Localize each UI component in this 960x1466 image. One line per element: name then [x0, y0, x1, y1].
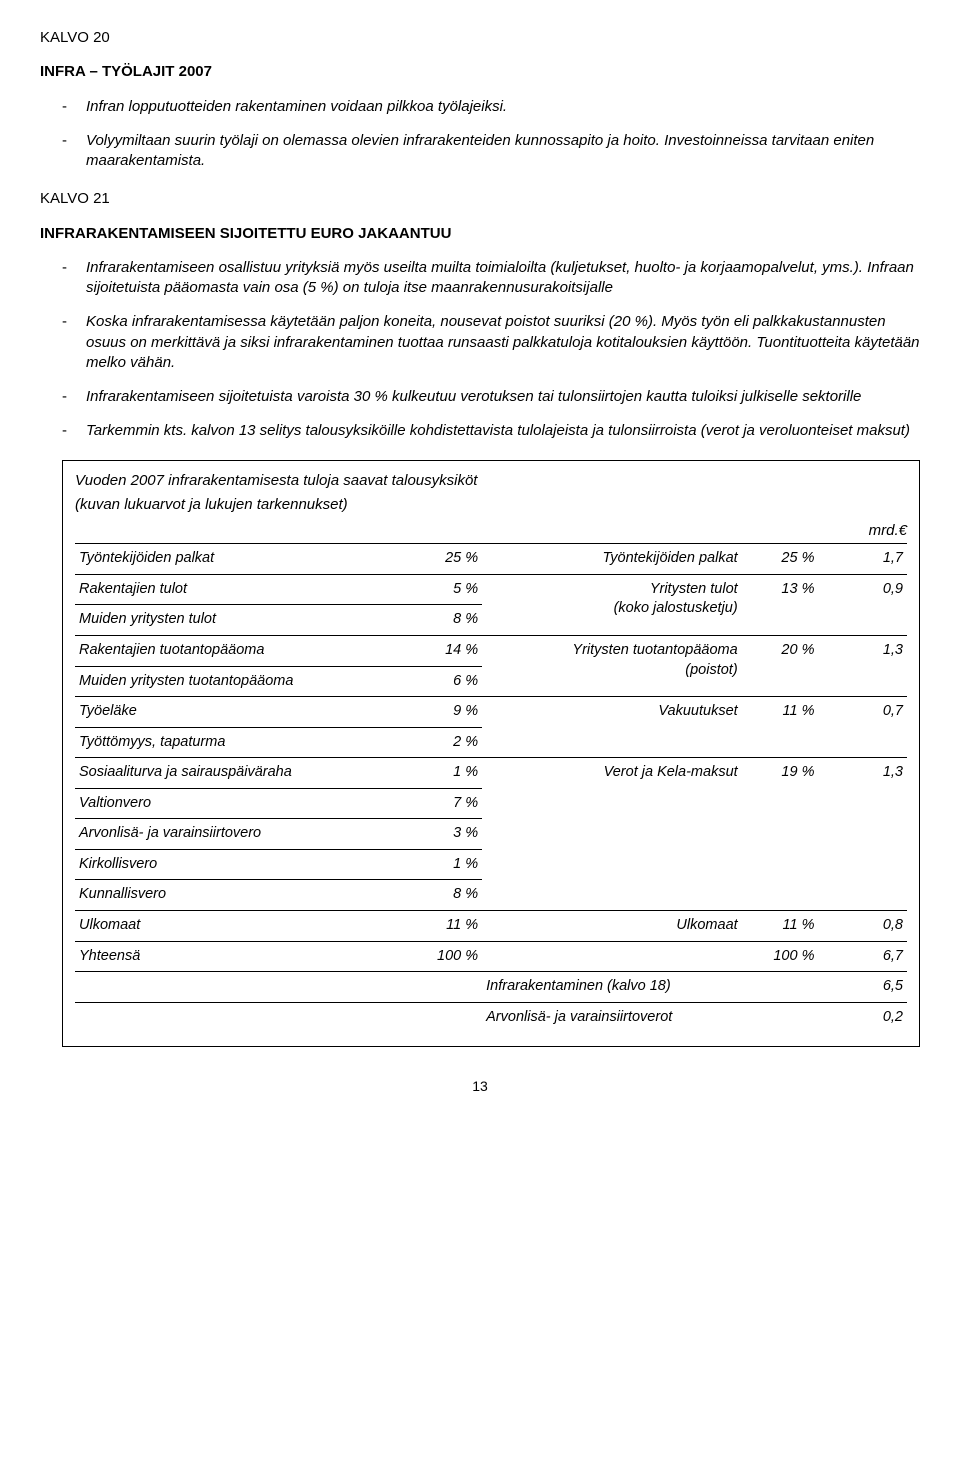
bullet-item: Tarkemmin kts. kalvon 13 selitys talousy…	[62, 421, 920, 441]
row-pct: 8 %	[411, 880, 482, 911]
row-label: Arvonlisä- ja varainsiirtovero	[75, 819, 411, 850]
row-label: Kunnallisvero	[75, 880, 411, 911]
row-label: Työeläke	[75, 697, 411, 728]
row-pct: 5 %	[411, 574, 482, 605]
row-label: Sosiaaliturva ja sairauspäiväraha	[75, 758, 411, 789]
bullet-item: Infran lopputuotteiden rakentaminen void…	[62, 97, 920, 117]
bullet-item: Infrarakentamiseen sijoitetuista varoist…	[62, 387, 920, 407]
row-pct: 100 %	[411, 941, 482, 972]
table-header-line1: Vuoden 2007 infrarakentamisesta tuloja s…	[75, 471, 907, 491]
group-pct: 13 %	[748, 574, 819, 635]
group-pct: 25 %	[748, 544, 819, 575]
table-row: Sosiaaliturva ja sairauspäiväraha1 %Vero…	[75, 758, 907, 789]
mrd-euro-label: mrd.€	[75, 521, 907, 541]
group-pct: 19 %	[748, 758, 819, 911]
group-val: 6,7	[818, 941, 907, 972]
row-pct: 3 %	[411, 819, 482, 850]
group-val: 1,3	[818, 635, 907, 696]
row-label: Yhteensä	[75, 941, 411, 972]
group-label: Ulkomaat	[482, 911, 748, 942]
group-val: 0,7	[818, 697, 907, 758]
footer-row: Infrarakentaminen (kalvo 18)6,5	[75, 972, 907, 1003]
row-pct: 2 %	[411, 727, 482, 758]
bullet-item: Infrarakentamiseen osallistuu yrityksiä …	[62, 258, 920, 299]
group-label: Vakuutukset	[482, 697, 748, 758]
group-label: Työntekijöiden palkat	[482, 544, 748, 575]
row-label: Muiden yritysten tulot	[75, 605, 411, 636]
data-table-container: Vuoden 2007 infrarakentamisesta tuloja s…	[62, 460, 920, 1048]
group-label: Yritysten tulot(koko jalostusketju)	[482, 574, 748, 635]
kalvo-21-bullets: Infrarakentamiseen osallistuu yrityksiä …	[40, 258, 920, 442]
row-label: Kirkollisvero	[75, 849, 411, 880]
row-pct: 14 %	[411, 635, 482, 666]
group-val: 1,7	[818, 544, 907, 575]
row-pct: 7 %	[411, 788, 482, 819]
footer-val: 6,5	[818, 972, 907, 1003]
group-val: 0,8	[818, 911, 907, 942]
group-pct: 11 %	[748, 697, 819, 758]
table-header: Vuoden 2007 infrarakentamisesta tuloja s…	[75, 471, 907, 516]
bullet-item: Volyymiltaan suurin työlaji on olemassa …	[62, 131, 920, 172]
bullet-item: Koska infrarakentamisessa käytetään palj…	[62, 312, 920, 373]
row-pct: 8 %	[411, 605, 482, 636]
row-label: Rakentajien tulot	[75, 574, 411, 605]
row-pct: 11 %	[411, 911, 482, 942]
table-row: Rakentajien tuotantopääoma14 %Yritysten …	[75, 635, 907, 666]
table-row: Työeläke9 %Vakuutukset11 %0,7	[75, 697, 907, 728]
table-row: Yhteensä100 %100 %6,7	[75, 941, 907, 972]
group-val: 0,9	[818, 574, 907, 635]
group-pct: 11 %	[748, 911, 819, 942]
group-pct: 100 %	[748, 941, 819, 972]
row-label: Työttömyys, tapaturma	[75, 727, 411, 758]
row-label: Työntekijöiden palkat	[75, 544, 411, 575]
kalvo-21-label: KALVO 21	[40, 189, 920, 209]
group-val: 1,3	[818, 758, 907, 911]
row-label: Muiden yritysten tuotantopääoma	[75, 666, 411, 697]
row-pct: 6 %	[411, 666, 482, 697]
row-label: Rakentajien tuotantopääoma	[75, 635, 411, 666]
table-row: Ulkomaat11 %Ulkomaat11 %0,8	[75, 911, 907, 942]
row-pct: 9 %	[411, 697, 482, 728]
kalvo-20-title: INFRA – TYÖLAJIT 2007	[40, 62, 920, 82]
row-label: Ulkomaat	[75, 911, 411, 942]
footer-label: Infrarakentaminen (kalvo 18)	[482, 972, 818, 1003]
row-pct: 1 %	[411, 758, 482, 789]
kalvo-20-bullets: Infran lopputuotteiden rakentaminen void…	[40, 97, 920, 172]
group-label: Verot ja Kela-maksut	[482, 758, 748, 911]
footer-val: 0,2	[818, 1002, 907, 1032]
row-label: Valtionvero	[75, 788, 411, 819]
group-label: Yritysten tuotantopääoma(poistot)	[482, 635, 748, 696]
table-row: Työntekijöiden palkat25 %Työntekijöiden …	[75, 544, 907, 575]
data-table: Työntekijöiden palkat25 %Työntekijöiden …	[75, 543, 907, 1032]
kalvo-21-title: INFRARAKENTAMISEEN SIJOITETTU EURO JAKAA…	[40, 224, 920, 244]
page-number: 13	[40, 1077, 920, 1096]
row-pct: 25 %	[411, 544, 482, 575]
row-pct: 1 %	[411, 849, 482, 880]
group-label	[482, 941, 748, 972]
footer-row: Arvonlisä- ja varainsiirtoverot0,2	[75, 1002, 907, 1032]
kalvo-20-label: KALVO 20	[40, 28, 920, 48]
table-row: Rakentajien tulot5 %Yritysten tulot(koko…	[75, 574, 907, 605]
table-header-line2: (kuvan lukuarvot ja lukujen tarkennukset…	[75, 495, 907, 515]
footer-label: Arvonlisä- ja varainsiirtoverot	[482, 1002, 818, 1032]
group-pct: 20 %	[748, 635, 819, 696]
